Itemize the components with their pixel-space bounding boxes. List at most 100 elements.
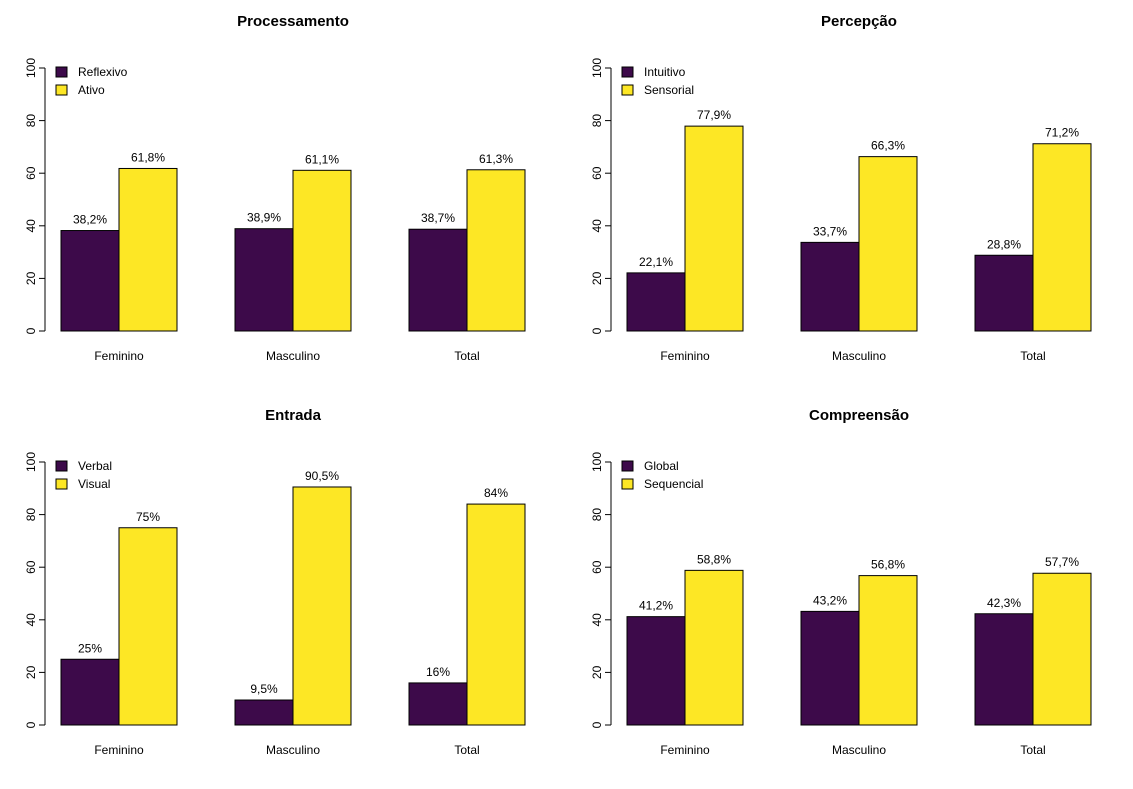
category-label: Total <box>454 349 479 363</box>
data-label: 61,3% <box>479 152 513 166</box>
y-tick-label: 100 <box>24 452 38 472</box>
bar <box>60 230 120 332</box>
data-label: 43,2% <box>813 593 847 607</box>
y-tick-label: 100 <box>590 452 604 472</box>
y-tick-label: 100 <box>590 58 604 78</box>
category-label: Masculino <box>832 743 886 757</box>
data-label: 38,7% <box>421 211 455 225</box>
data-label: 38,2% <box>73 213 107 227</box>
legend-label: Reflexivo <box>78 65 128 79</box>
data-label: 28,8% <box>987 237 1021 251</box>
chart-processamento: Processamento 0 20 40 60 80 100 38,2% 61,8% Femin… <box>24 13 526 363</box>
chart-entrada: Entrada 0 20 40 60 80 100 25% 75% Feminino 9,5% 90,… <box>24 407 526 757</box>
chart-compreensao: Compreensão 0 20 40 60 80 100 41,2% 58,8% Feminin… <box>590 407 1092 757</box>
y-tick-label: 0 <box>24 721 38 728</box>
y-tick-label: 80 <box>24 508 38 522</box>
y-tick-label: 40 <box>24 613 38 627</box>
legend-swatch <box>55 84 68 96</box>
y-tick-label: 40 <box>590 219 604 233</box>
bar <box>118 167 178 332</box>
bar <box>466 503 526 726</box>
data-label: 90,5% <box>305 469 339 483</box>
legend-swatch <box>621 84 634 96</box>
chart-title: Processamento <box>237 13 349 30</box>
bar <box>684 125 744 332</box>
category-label: Masculino <box>832 349 886 363</box>
chart-panel-processamento: Processamento 0 20 40 60 80 100 38,2% 61,8% Femin… <box>0 0 566 394</box>
data-label: 75% <box>136 510 160 524</box>
bar <box>974 254 1034 332</box>
data-label: 9,5% <box>250 682 278 696</box>
data-label: 61,1% <box>305 152 339 166</box>
category-label: Feminino <box>94 743 144 757</box>
y-tick-label: 20 <box>24 665 38 679</box>
y-tick-label: 40 <box>590 613 604 627</box>
y-tick-label: 20 <box>590 271 604 285</box>
y-tick-label: 0 <box>590 721 604 728</box>
legend-swatch <box>621 460 634 472</box>
y-tick-label: 60 <box>24 560 38 574</box>
data-label: 16% <box>426 665 450 679</box>
data-label: 22,1% <box>639 255 673 269</box>
legend-label: Ativo <box>78 83 105 97</box>
bar <box>234 228 294 332</box>
category-label: Total <box>1020 743 1045 757</box>
category-label: Total <box>1020 349 1045 363</box>
data-label: 33,7% <box>813 224 847 238</box>
bar <box>1032 143 1092 332</box>
legend-swatch <box>55 478 68 490</box>
data-label: 41,2% <box>639 599 673 613</box>
y-tick-label: 80 <box>590 114 604 128</box>
bar <box>974 613 1034 726</box>
y-tick-label: 60 <box>590 166 604 180</box>
bar <box>60 658 120 726</box>
bar <box>408 228 468 332</box>
y-tick-label: 60 <box>590 560 604 574</box>
legend-swatch <box>55 460 68 472</box>
chart-panel-compreensao: Compreensão 0 20 40 60 80 100 41,2% 58,8% Feminin… <box>566 394 1132 788</box>
data-label: 57,7% <box>1045 555 1079 569</box>
chart-title: Compreensão <box>809 407 909 424</box>
bar <box>292 486 352 726</box>
chart-panel-entrada: Entrada 0 20 40 60 80 100 25% 75% Feminino 9,5% 90,… <box>0 394 566 788</box>
legend-swatch <box>621 478 634 490</box>
y-tick-label: 100 <box>24 58 38 78</box>
chart-panel-percepcao: Percepção 0 20 40 60 80 100 22,1% 77,9% Feminino 3… <box>566 0 1132 394</box>
data-label: 84% <box>484 486 508 500</box>
legend-label: Intuitivo <box>644 65 686 79</box>
legend-label: Sensorial <box>644 83 694 97</box>
bar <box>408 682 468 726</box>
bar <box>858 575 918 726</box>
chart-title: Percepção <box>821 13 897 30</box>
data-label: 56,8% <box>871 558 905 572</box>
y-tick-label: 80 <box>24 114 38 128</box>
category-label: Total <box>454 743 479 757</box>
bar <box>234 699 294 726</box>
legend-label: Verbal <box>78 459 112 473</box>
bar <box>626 616 686 726</box>
y-tick-label: 40 <box>24 219 38 233</box>
legend-swatch <box>621 66 634 78</box>
y-tick-label: 20 <box>590 665 604 679</box>
bar <box>118 527 178 726</box>
data-label: 25% <box>78 641 102 655</box>
bar <box>800 610 860 726</box>
data-label: 38,9% <box>247 211 281 225</box>
bar <box>1032 572 1092 726</box>
data-label: 58,8% <box>697 552 731 566</box>
data-label: 77,9% <box>697 108 731 122</box>
category-label: Feminino <box>94 349 144 363</box>
bar <box>292 169 352 332</box>
bar <box>466 169 526 332</box>
category-label: Masculino <box>266 349 320 363</box>
y-tick-label: 60 <box>24 166 38 180</box>
data-label: 71,2% <box>1045 126 1079 140</box>
data-label: 42,3% <box>987 596 1021 610</box>
y-tick-label: 0 <box>24 327 38 334</box>
category-label: Masculino <box>266 743 320 757</box>
category-label: Feminino <box>660 743 710 757</box>
chart-title: Entrada <box>265 407 322 424</box>
bar <box>858 156 918 332</box>
bar <box>800 241 860 332</box>
data-label: 61,8% <box>131 150 165 164</box>
